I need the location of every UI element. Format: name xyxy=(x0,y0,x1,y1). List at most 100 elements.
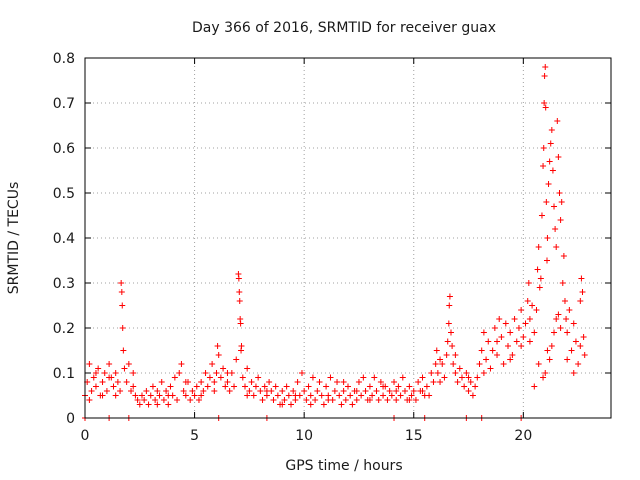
data-point xyxy=(86,397,93,403)
data-point xyxy=(214,343,221,349)
data-point xyxy=(542,64,549,70)
data-point xyxy=(518,343,525,349)
data-point xyxy=(399,374,406,381)
data-point xyxy=(380,392,387,399)
data-point xyxy=(340,388,347,394)
data-point xyxy=(437,379,444,385)
data-point xyxy=(285,392,292,399)
data-point xyxy=(103,388,110,394)
data-point xyxy=(555,154,562,160)
data-point xyxy=(552,226,559,232)
data-point xyxy=(95,365,102,372)
data-point xyxy=(200,388,207,394)
data-point xyxy=(118,280,125,286)
data-point xyxy=(198,392,205,399)
data-point xyxy=(118,289,125,295)
data-point xyxy=(419,374,426,381)
data-point xyxy=(531,383,538,390)
data-point xyxy=(494,352,501,358)
data-point xyxy=(538,212,545,219)
data-point xyxy=(195,397,202,403)
data-point xyxy=(257,388,264,394)
data-point xyxy=(340,379,347,385)
data-point xyxy=(99,392,106,399)
data-point xyxy=(244,365,251,372)
data-point xyxy=(529,302,536,309)
data-point xyxy=(143,388,150,394)
data-point xyxy=(496,316,503,322)
data-point xyxy=(152,397,159,403)
data-point xyxy=(476,361,483,367)
data-point xyxy=(349,401,356,408)
y-tick-label: 0.3 xyxy=(53,276,75,292)
data-point xyxy=(572,338,579,345)
data-point xyxy=(430,379,437,385)
data-point xyxy=(160,397,167,403)
data-point xyxy=(165,392,172,399)
data-point xyxy=(511,316,518,322)
data-point xyxy=(419,388,426,394)
data-point xyxy=(485,338,492,345)
data-point xyxy=(568,347,575,354)
data-point xyxy=(534,266,541,273)
data-point xyxy=(316,379,323,385)
data-point xyxy=(274,392,281,399)
data-point xyxy=(551,329,558,336)
data-point xyxy=(560,253,567,259)
data-point xyxy=(176,370,183,376)
data-point xyxy=(211,388,218,394)
data-point xyxy=(239,374,246,381)
data-point xyxy=(342,397,349,403)
data-point xyxy=(449,343,456,349)
data-point xyxy=(331,388,338,394)
data-point xyxy=(123,379,130,385)
data-point xyxy=(561,298,568,304)
data-point xyxy=(472,383,479,390)
data-point xyxy=(163,388,170,394)
data-point xyxy=(446,293,453,300)
data-point xyxy=(580,334,587,340)
data-point xyxy=(318,392,325,399)
data-point xyxy=(244,392,251,399)
chart-title: Day 366 of 2016, SRMTID for receiver gua… xyxy=(192,20,496,36)
data-point xyxy=(426,392,433,399)
data-point xyxy=(136,401,143,408)
data-point xyxy=(445,320,452,327)
data-point xyxy=(121,365,128,372)
data-point xyxy=(358,392,365,399)
data-point xyxy=(238,343,245,349)
data-point xyxy=(114,379,121,385)
data-point xyxy=(130,370,137,376)
data-point xyxy=(546,158,553,165)
data-point xyxy=(509,352,516,358)
y-tick-label: 0.2 xyxy=(53,321,75,337)
data-point xyxy=(323,383,330,390)
plot-frame xyxy=(84,57,612,419)
data-point xyxy=(452,370,459,376)
data-point xyxy=(474,374,481,381)
data-point xyxy=(154,388,161,394)
data-point xyxy=(298,370,305,376)
data-point xyxy=(279,388,286,394)
data-point xyxy=(557,217,564,223)
data-point xyxy=(366,397,373,403)
data-point xyxy=(406,383,413,390)
data-point xyxy=(120,347,127,354)
data-point xyxy=(279,401,286,408)
data-point xyxy=(547,140,554,147)
data-point xyxy=(559,280,566,286)
data-point xyxy=(563,316,570,322)
data-point xyxy=(334,379,341,385)
data-point xyxy=(548,127,555,133)
data-point xyxy=(90,374,97,381)
data-point xyxy=(145,401,152,408)
data-point xyxy=(566,307,573,313)
data-point xyxy=(259,397,266,403)
data-point xyxy=(371,374,378,381)
data-point xyxy=(467,379,474,385)
data-point xyxy=(408,392,415,399)
data-point xyxy=(119,325,126,331)
data-point xyxy=(222,383,229,390)
data-point xyxy=(224,370,231,376)
